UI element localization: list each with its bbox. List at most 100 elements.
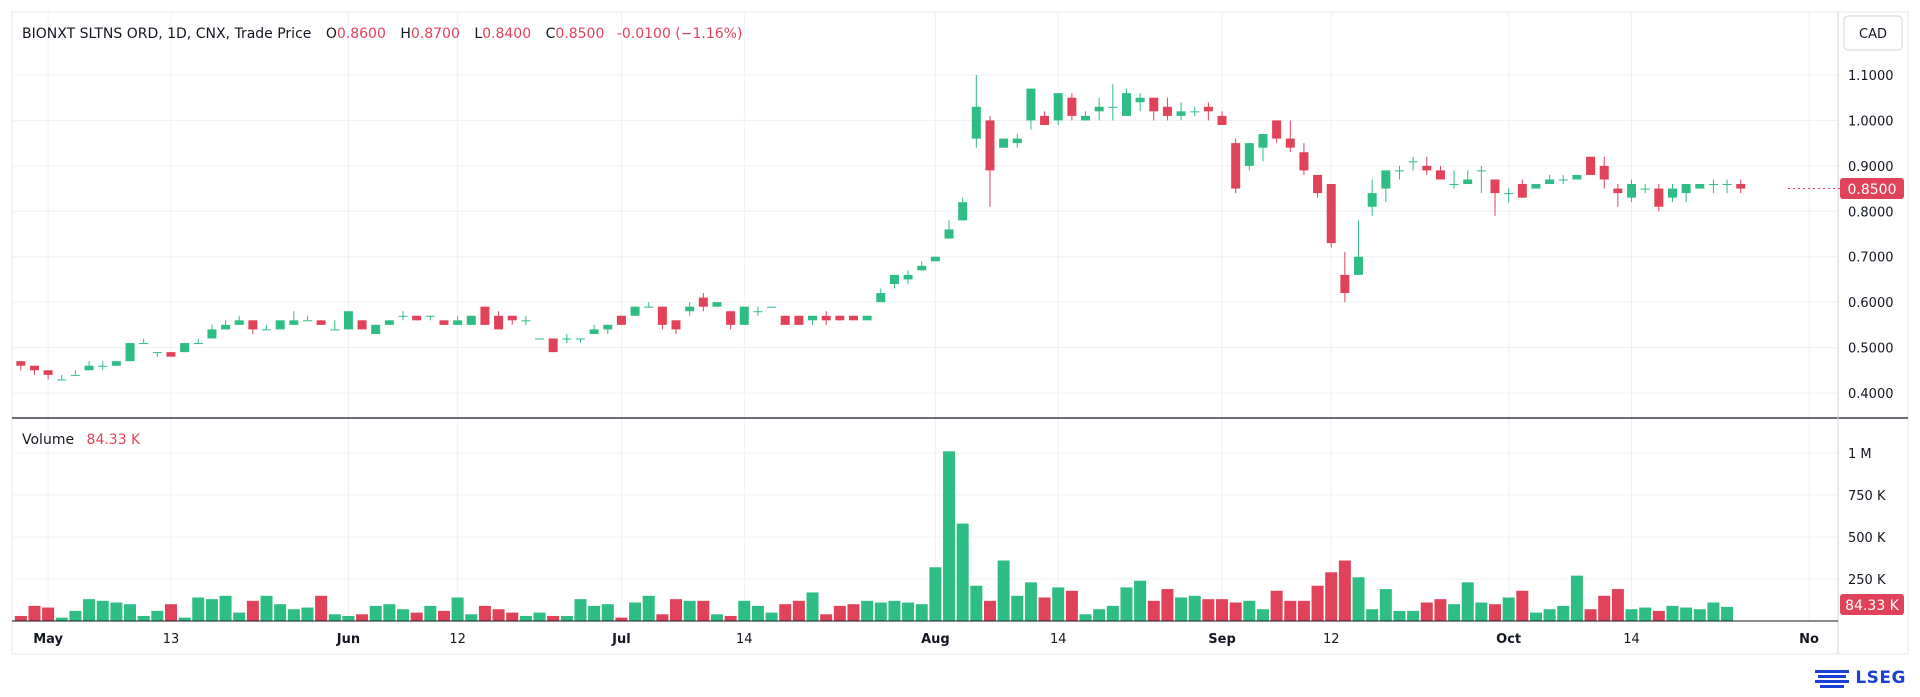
- candle-body: [999, 138, 1009, 148]
- candle-body: [316, 320, 326, 325]
- volume-bar: [724, 615, 737, 621]
- candle-body: [1613, 188, 1623, 194]
- candle-body: [302, 320, 312, 322]
- volume-series: [14, 451, 1734, 621]
- volume-bar: [1366, 609, 1379, 621]
- candle-body: [98, 365, 108, 367]
- currency-label: CAD: [1859, 27, 1887, 42]
- candle-body: [835, 315, 845, 321]
- time-tick-label: 12: [449, 632, 466, 647]
- candle-body: [1367, 193, 1377, 207]
- candle-body: [507, 315, 517, 321]
- volume-bar: [1680, 607, 1693, 621]
- candle-body: [371, 324, 381, 334]
- candle-body: [398, 315, 408, 317]
- candle-body: [971, 106, 981, 139]
- time-tick-label: 14: [1050, 632, 1067, 647]
- candle-body: [1053, 93, 1063, 121]
- candle-body: [1162, 106, 1172, 116]
- volume-bar: [342, 615, 355, 621]
- candle-body: [521, 320, 531, 322]
- price-tick-label: 0.7000: [1848, 251, 1894, 266]
- price-axis[interactable]: 1.1000 1.0000 0.9000 0.8000 0.7000 0.6000 0.50…: [1848, 69, 1894, 402]
- volume-bar: [697, 600, 710, 621]
- candle-body: [1108, 106, 1118, 108]
- volume-bar: [588, 605, 601, 621]
- brand-name: LSEG: [1855, 668, 1906, 688]
- volume-bar: [738, 600, 751, 621]
- legend-line[interactable]: BIONXT SLTNS ORD, 1D, CNX, Trade Price O…: [22, 26, 742, 42]
- volume-bar: [547, 615, 560, 621]
- candle-body: [207, 329, 217, 339]
- volume-bar: [1475, 602, 1488, 621]
- high-label: H: [400, 26, 411, 42]
- volume-bar: [83, 599, 96, 621]
- volume-bar: [1693, 609, 1706, 621]
- candle-body: [494, 315, 504, 330]
- volume-bar: [1106, 605, 1119, 621]
- currency-button[interactable]: CAD: [1843, 15, 1903, 51]
- volume-bar: [1584, 609, 1597, 621]
- candle-body: [1313, 174, 1323, 194]
- candle-body: [1422, 165, 1432, 171]
- low-label: L: [474, 26, 482, 42]
- volume-bar: [1461, 582, 1474, 621]
- candle-body: [1586, 156, 1596, 175]
- candle-body: [1449, 184, 1459, 186]
- volume-bar: [683, 600, 696, 621]
- time-tick-label: May: [33, 632, 63, 647]
- close-value: 0.8500: [555, 26, 604, 42]
- time-tick-label: 14: [1623, 632, 1640, 647]
- volume-bar: [55, 617, 68, 621]
- volume-bar: [1489, 604, 1502, 621]
- volume-bar: [560, 615, 573, 621]
- volume-bar: [574, 599, 587, 621]
- candle-body: [535, 338, 545, 340]
- lseg-logo-icon: [1815, 670, 1850, 688]
- candle-body: [1244, 143, 1254, 166]
- volume-bar: [1134, 580, 1147, 621]
- volume-bar: [1093, 609, 1106, 621]
- volume-bar: [847, 604, 860, 621]
- volume-legend[interactable]: Volume 84.33 K: [22, 432, 141, 448]
- candle-body: [384, 320, 394, 325]
- volume-bar: [151, 610, 164, 621]
- candle-body: [794, 315, 804, 325]
- volume-bar: [765, 612, 778, 621]
- volume-bar: [110, 602, 123, 621]
- volume-bar: [410, 612, 423, 621]
- volume-bar: [1079, 614, 1092, 621]
- candle-body: [43, 370, 53, 375]
- volume-bar: [315, 595, 328, 621]
- volume-bar: [369, 605, 382, 621]
- candle-body: [1067, 97, 1077, 116]
- candle-body: [1394, 170, 1404, 172]
- candle-body: [903, 274, 913, 280]
- candle-body: [1599, 165, 1609, 180]
- volume-axis[interactable]: 1 M 750 K 500 K 250 K: [1848, 447, 1886, 588]
- candle-body: [1572, 174, 1582, 180]
- volume-bar: [233, 612, 246, 621]
- candle-body: [589, 329, 599, 334]
- candle-body: [1012, 138, 1022, 144]
- volume-bar: [301, 607, 314, 621]
- volume-bar: [178, 617, 191, 621]
- volume-bar: [451, 597, 464, 621]
- time-tick-label: Aug: [921, 632, 950, 647]
- volume-bar: [1407, 610, 1420, 621]
- candle-body: [712, 302, 722, 307]
- volume-bar: [287, 609, 300, 621]
- price-tick-label: 0.9000: [1848, 160, 1894, 175]
- candle-body: [657, 306, 667, 325]
- volume-bar: [69, 610, 82, 621]
- volume-bar: [1529, 612, 1542, 621]
- volume-bar: [929, 567, 942, 621]
- time-axis[interactable]: May 13 Jun 12 Jul 14 Aug 14 Sep 12 Oct 14 No: [33, 632, 1819, 647]
- candle-body: [1381, 170, 1391, 189]
- volume-bar: [1543, 609, 1556, 621]
- candle-body: [575, 338, 585, 340]
- candle-body: [876, 293, 886, 303]
- volume-bar: [1229, 602, 1242, 621]
